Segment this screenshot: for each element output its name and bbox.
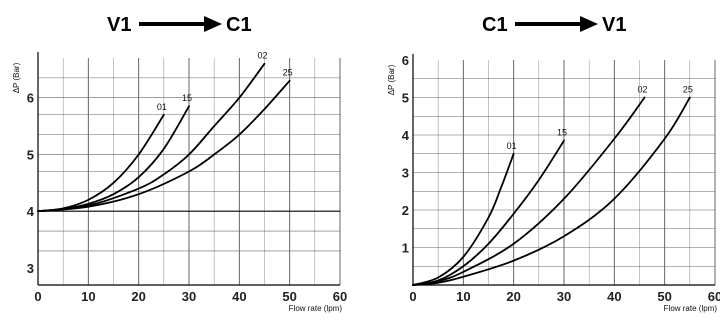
series-line-01 bbox=[37, 113, 165, 213]
x-tick-label: 60 bbox=[708, 289, 720, 304]
y-tick-label: 3 bbox=[27, 261, 34, 276]
y-tick-label: 6 bbox=[402, 53, 409, 68]
x-tick-label: 0 bbox=[409, 289, 416, 304]
left-header-to: C1 bbox=[226, 14, 252, 36]
series-label-15: 15 bbox=[182, 93, 192, 103]
x-axis-label: Flow rate (lpm) bbox=[664, 304, 718, 313]
left-header-arrow-icon bbox=[204, 16, 222, 32]
y-tick-label: 6 bbox=[27, 91, 34, 106]
y-axis-label: ΔP (Bar) bbox=[387, 64, 396, 95]
right-header-to: V1 bbox=[602, 14, 626, 36]
y-tick-label: 4 bbox=[27, 204, 35, 219]
x-tick-label: 0 bbox=[34, 289, 41, 304]
left-header: V1 C1 bbox=[107, 14, 252, 36]
series-label-15: 15 bbox=[557, 128, 567, 138]
y-tick-label: 5 bbox=[27, 147, 34, 162]
x-tick-label: 20 bbox=[506, 289, 520, 304]
series-line-01 bbox=[412, 152, 515, 286]
y-tick-label: 4 bbox=[402, 128, 410, 143]
series-label-25: 25 bbox=[283, 68, 293, 78]
series-line-02 bbox=[412, 96, 646, 286]
x-tick-label: 50 bbox=[282, 289, 296, 304]
x-tick-label: 20 bbox=[131, 289, 145, 304]
y-axis-label: ΔP (Bar) bbox=[12, 62, 21, 93]
x-axis-label: Flow rate (lpm) bbox=[289, 304, 343, 313]
series-label-01: 01 bbox=[157, 102, 167, 112]
grid bbox=[412, 60, 716, 285]
right-header-from: C1 bbox=[482, 14, 508, 36]
series-label-01: 01 bbox=[507, 141, 517, 151]
y-tick-label: 3 bbox=[402, 166, 409, 181]
right-header-arrow-icon bbox=[580, 16, 598, 32]
x-tick-label: 30 bbox=[557, 289, 571, 304]
x-tick-label: 40 bbox=[232, 289, 246, 304]
y-tick-label: 1 bbox=[402, 241, 409, 256]
series-line-25 bbox=[37, 79, 291, 213]
x-tick-label: 10 bbox=[456, 289, 470, 304]
series-line-25 bbox=[412, 96, 691, 286]
series-label-02: 02 bbox=[638, 85, 648, 95]
y-tick-label: 5 bbox=[402, 91, 409, 106]
series-label-25: 25 bbox=[683, 85, 693, 95]
x-tick-label: 40 bbox=[607, 289, 621, 304]
left-header-from: V1 bbox=[107, 14, 131, 36]
y-tick-label: 2 bbox=[402, 203, 409, 218]
x-tick-label: 60 bbox=[333, 289, 347, 304]
grid bbox=[37, 58, 341, 285]
right-header: C1 V1 bbox=[482, 14, 626, 36]
x-tick-label: 30 bbox=[182, 289, 196, 304]
x-tick-label: 50 bbox=[657, 289, 671, 304]
x-tick-label: 10 bbox=[81, 289, 95, 304]
series-label-02: 02 bbox=[257, 51, 267, 61]
series-line-02 bbox=[37, 62, 266, 213]
